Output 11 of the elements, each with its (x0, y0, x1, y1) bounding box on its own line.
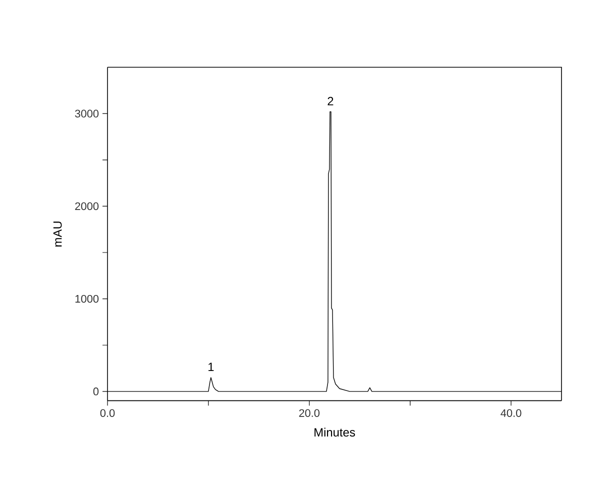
x-tick-label: 20.0 (299, 409, 320, 417)
y-tick-label: 3000 (75, 110, 99, 118)
x-tick-label: 0.0 (100, 409, 115, 417)
y-tick-label: 1000 (75, 294, 99, 303)
x-tick-label: 40.0 (500, 409, 522, 417)
annotation: 1 (208, 362, 214, 372)
y-axis-title: mAU (53, 222, 62, 246)
x-axis-title: Minutes (314, 428, 355, 437)
annotation: 2 (328, 96, 334, 106)
y-tick-label: 0 (93, 388, 99, 396)
y-tick-label: 2000 (75, 202, 99, 210)
